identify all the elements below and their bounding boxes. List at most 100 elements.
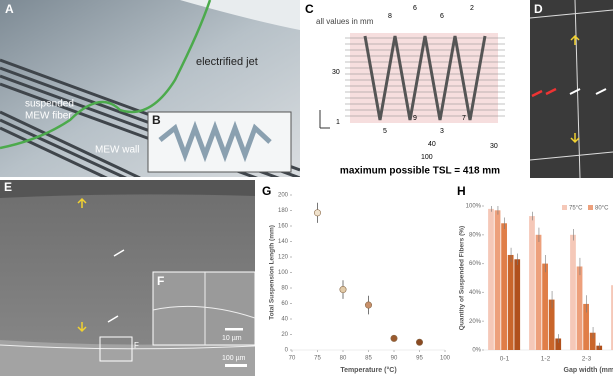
x-tick-label: 85 [365,356,372,362]
dimension: 6 [440,13,444,20]
dimension: 30 [332,69,340,76]
x-tick-label: 80 [340,356,347,362]
caption: maximum possible TSL = 418 mm [340,166,500,177]
bar [535,234,542,350]
bar [548,299,555,350]
bar [529,216,535,350]
bar [514,259,521,350]
panel-c: C all values in mm 8 6 6 2 30 1 5 9 3 7 … [305,2,505,177]
zoom-box [99,336,133,362]
point [364,301,372,309]
x-tick-label: 70 [289,356,296,362]
y-tick-label: 0 [285,348,289,354]
arrow [107,249,125,323]
y-tick-label: 20% [469,319,482,325]
annotation: suspended [25,99,74,110]
y-axis-title: Quantity of Suspended Fibers (%) [459,226,466,330]
note: all values in mm [316,17,374,26]
y-tick-label: 120 [278,255,289,261]
y-tick-label: 100 [278,270,289,276]
x-axis-title: Gap width (mm) [564,367,613,374]
dimension: 5 [383,128,387,135]
y-tick-label: 60% [469,261,482,267]
bar [611,285,613,350]
x-tick-label: 2-3 [582,356,592,363]
y-tick-label: 160 [278,224,289,230]
panel-e: E F F 10 µm 100 µm [0,180,256,376]
panel-label: E [4,180,12,194]
annotation: MEW wall [95,145,139,156]
x-tick-label: 75 [314,356,321,362]
scale-label: 10 µm [222,335,242,342]
arrow [77,197,87,333]
jet [0,0,212,150]
box-label: F [134,341,139,350]
point [390,334,398,342]
nozzle [180,0,300,30]
legend-swatch [588,205,593,210]
arrow [570,34,580,45]
bar [555,338,562,350]
panel-a: A electrified jet suspended MEW fiber ME… [0,0,300,177]
inset-f [152,271,256,346]
arrow [569,88,607,95]
point [313,209,321,217]
dimension: 1 [336,119,340,126]
dimension: 100 [421,154,433,161]
y-tick-label: 80 [281,286,288,292]
bar [589,332,596,350]
dimension: 40 [428,141,436,148]
panel-label: F [157,274,164,288]
y-tick-label: 20 [281,332,288,338]
x-tick-label: 100 [440,356,451,362]
y-tick-label: 80% [469,232,482,238]
x-axis-title: Temperature (°C) [340,366,396,374]
arrow [531,87,557,98]
x-tick-label: 95 [416,356,423,362]
fiber [0,344,256,350]
y-tick-label: 40% [469,290,482,296]
annotation: electrified jet [196,56,258,68]
bar [542,263,548,350]
y-tick-label: 200 [278,193,289,199]
inset-pattern [158,120,272,163]
scale-bar [225,364,247,367]
point [415,338,423,346]
dimension: 6 [413,5,417,12]
panel-label: D [534,2,543,16]
sem-bg [530,0,613,178]
arrow [570,133,580,144]
panel-label: H [457,184,466,198]
legend-swatch [562,205,567,210]
y-tick-label: 140 [278,239,289,245]
panel-label: G [262,184,271,198]
bar [494,210,501,350]
inset-fiber [152,272,256,345]
panel-label: B [152,113,161,127]
wall-bottom [0,340,255,376]
y-tick-label: 100% [466,204,482,210]
y-tick-label: 180 [278,208,289,214]
y-tick-label: 0% [472,348,481,354]
x-tick-label: 0-1 [500,356,510,363]
point [339,286,347,294]
wall-top [0,180,255,198]
bar [583,303,589,350]
bar [596,345,603,350]
bar [488,208,494,350]
bar [501,223,507,350]
annotation: MEW fiber [25,111,72,122]
legend-label: 80°C [595,206,609,212]
panel-label: C [305,2,314,16]
x-tick-label: 90 [391,356,398,362]
dimension: 9 [413,115,417,122]
scale-label: 100 µm [222,355,246,362]
y-tick-label: 40 [281,317,288,323]
dimension: 3 [440,128,444,135]
y-axis-title: Total Suspension Length (mm) [269,225,276,320]
panel-d: D [529,0,613,179]
legend-label: 75°C [569,206,583,212]
axes-icon [319,110,330,129]
fibers [529,0,613,179]
